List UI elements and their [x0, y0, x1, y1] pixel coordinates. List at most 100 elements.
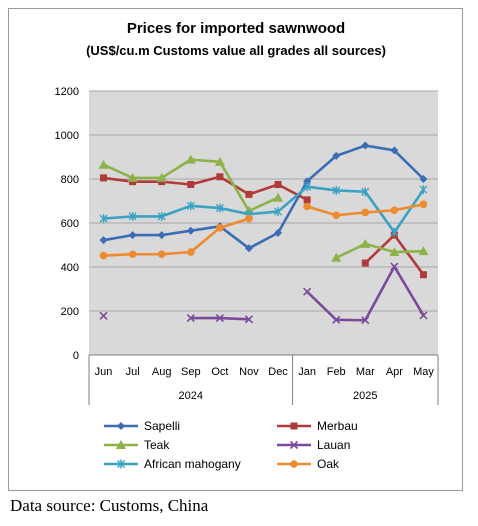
- point-stroke: [332, 315, 341, 324]
- point: [360, 238, 371, 248]
- point: [157, 231, 166, 240]
- legend-item: Sapelli: [104, 419, 180, 433]
- point-stroke: [99, 311, 108, 320]
- point: [216, 173, 224, 181]
- point: [245, 214, 253, 223]
- point: [99, 311, 108, 320]
- point: [244, 315, 254, 324]
- point-stroke: [419, 311, 428, 320]
- series-line: [103, 217, 250, 257]
- point: [390, 262, 399, 271]
- point: [274, 207, 283, 217]
- point-stroke: [215, 313, 224, 323]
- legend-label: Lauan: [317, 438, 350, 452]
- point: [303, 196, 311, 204]
- x-tick-label: Jun: [95, 366, 113, 378]
- x-tick-label: May: [413, 366, 434, 378]
- point: [128, 211, 137, 221]
- legend: Sapelli Merbau Teak Lauan African mahogany Oa…: [104, 419, 358, 471]
- legend-item: African mahogany: [104, 457, 241, 471]
- x-tick-label: Mar: [356, 366, 375, 378]
- axis-layer: 0 200 400 600 800 1000 1200 Jun Jul Aug Sep Oct Nov D…: [55, 86, 439, 405]
- point: [128, 250, 137, 259]
- series-lauan: [99, 262, 428, 325]
- series-oak: [99, 200, 428, 260]
- x-tick-label: Sep: [181, 366, 201, 378]
- point: [99, 236, 108, 245]
- y-tick-label: 200: [61, 306, 79, 318]
- point: [185, 154, 196, 164]
- point: [100, 174, 108, 182]
- group-label: 2024: [179, 390, 203, 402]
- point: [361, 259, 369, 267]
- y-tick-label: 800: [61, 174, 79, 186]
- series-african-mahogany: [99, 182, 428, 237]
- point: [419, 200, 428, 209]
- point: [117, 422, 125, 430]
- point: [361, 208, 370, 217]
- x-tick-label: Jan: [298, 366, 316, 378]
- x-tick-label: Oct: [211, 366, 228, 378]
- point: [303, 202, 311, 211]
- point: [390, 227, 399, 237]
- point: [273, 192, 284, 202]
- point: [186, 226, 195, 235]
- series-line: [103, 185, 425, 234]
- x-tick-label: Apr: [386, 366, 403, 378]
- point: [186, 201, 195, 211]
- legend-label: Teak: [144, 438, 170, 452]
- point: [128, 231, 137, 240]
- point: [216, 224, 224, 232]
- point: [117, 459, 125, 469]
- point: [332, 211, 341, 220]
- point: [332, 315, 341, 324]
- point: [332, 151, 341, 160]
- point: [215, 203, 224, 213]
- y-tick-label: 600: [61, 218, 79, 230]
- point: [186, 313, 195, 323]
- point-stroke: [289, 440, 299, 450]
- point: [245, 190, 253, 198]
- point: [361, 141, 370, 150]
- group-label: 2025: [353, 390, 377, 402]
- series-sapelli: [99, 141, 428, 253]
- point-stroke: [390, 262, 399, 271]
- x-tick-label: Feb: [327, 366, 346, 378]
- point: [215, 313, 224, 323]
- point: [274, 181, 282, 188]
- x-tick-label: Jul: [126, 366, 140, 378]
- point: [186, 248, 195, 256]
- point: [390, 206, 399, 215]
- y-tick-label: 1200: [55, 86, 79, 98]
- point: [274, 228, 283, 237]
- point: [303, 177, 312, 186]
- y-tick-label: 400: [61, 262, 79, 274]
- chart-frame: Prices for imported sawnwood (US$/cu.m C…: [8, 8, 463, 491]
- point-stroke: [303, 287, 312, 296]
- series-line: [103, 144, 425, 250]
- chart-subtitle: (US$/cu.m Customs value all grades all s…: [86, 43, 386, 58]
- point: [389, 247, 400, 257]
- point: [418, 246, 429, 256]
- point: [99, 251, 108, 260]
- point: [156, 172, 167, 182]
- series-layer: [98, 141, 429, 325]
- y-tick-label: 1000: [55, 130, 79, 142]
- point: [361, 316, 370, 325]
- legend-item: Merbau: [277, 419, 358, 433]
- point-stroke: [244, 315, 254, 324]
- point: [98, 159, 109, 169]
- point: [214, 156, 225, 166]
- point: [290, 422, 298, 430]
- x-tick-label: Dec: [268, 366, 288, 378]
- series-line: [335, 242, 424, 259]
- y-tick-label: 0: [73, 350, 79, 362]
- point: [116, 440, 126, 449]
- point-stroke: [186, 313, 195, 323]
- legend-item: Lauan: [277, 438, 350, 452]
- legend-label: African mahogany: [144, 457, 241, 471]
- point: [419, 185, 428, 195]
- data-source-note: Data source: Customs, China: [10, 496, 209, 515]
- point: [419, 175, 428, 183]
- point-stroke: [361, 316, 370, 325]
